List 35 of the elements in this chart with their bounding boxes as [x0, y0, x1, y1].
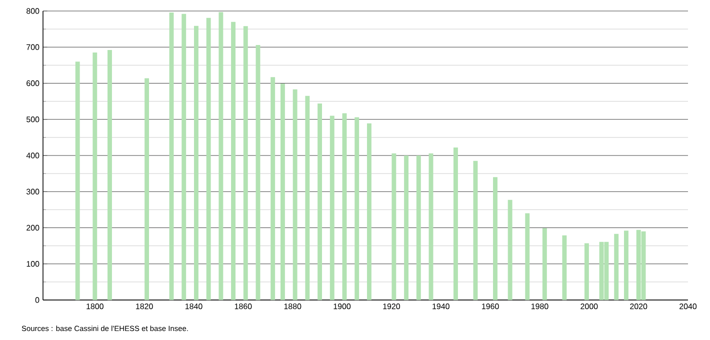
bar	[243, 26, 248, 300]
bar	[366, 123, 372, 300]
bar	[473, 160, 478, 300]
bar	[292, 89, 298, 300]
bar	[493, 177, 498, 300]
bar	[206, 18, 211, 300]
bar	[584, 243, 589, 300]
bar	[280, 84, 285, 300]
bar	[542, 228, 547, 300]
bar	[169, 12, 174, 300]
bar	[330, 116, 334, 300]
bar	[231, 22, 236, 300]
bar	[92, 52, 98, 300]
bar	[305, 96, 310, 300]
bar	[428, 153, 434, 300]
bar	[108, 50, 112, 300]
bar	[270, 77, 276, 300]
bar	[614, 234, 619, 300]
bar	[562, 235, 567, 300]
bar	[318, 103, 322, 300]
bar	[194, 26, 198, 300]
bar	[508, 200, 512, 300]
bar	[453, 148, 458, 300]
bar	[624, 230, 628, 300]
bar	[354, 117, 360, 300]
bar	[404, 156, 409, 300]
bar	[525, 213, 530, 300]
bar	[144, 78, 150, 300]
bar	[416, 156, 421, 300]
bar	[182, 14, 186, 300]
bar	[342, 113, 347, 300]
bar	[392, 153, 396, 300]
bar	[256, 44, 260, 300]
bar	[218, 12, 224, 300]
bar	[75, 62, 80, 300]
